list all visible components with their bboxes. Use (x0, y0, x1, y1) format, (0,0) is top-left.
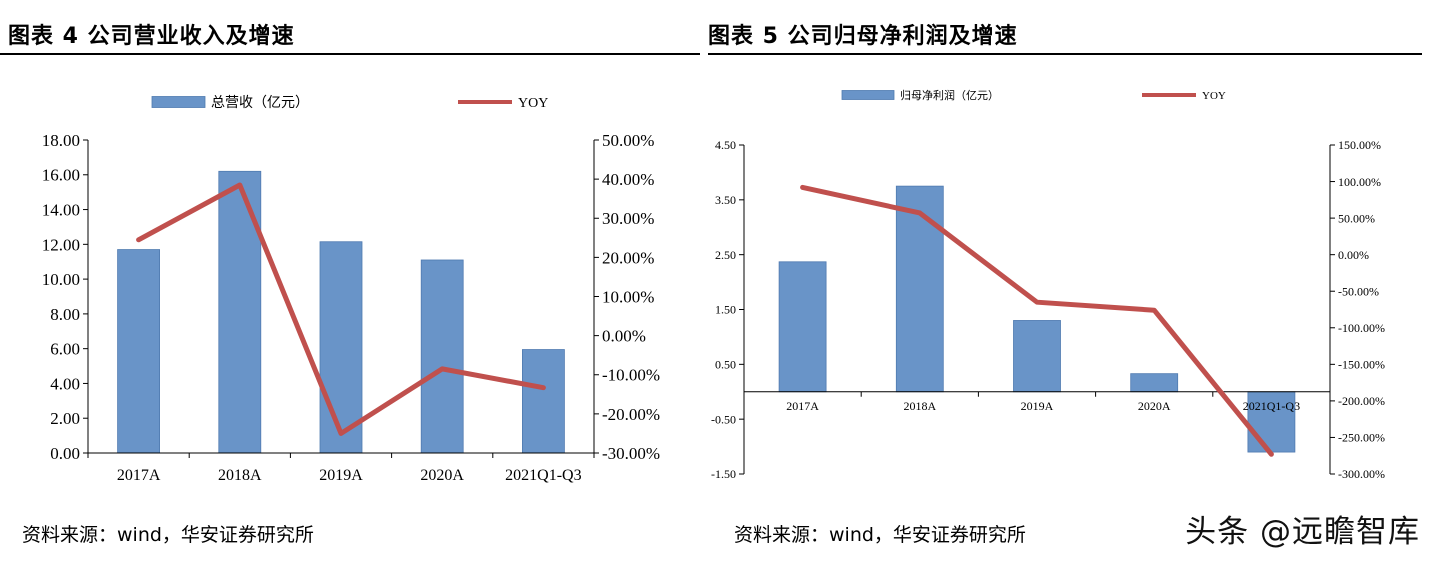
y-right-tick-label: -50.00% (1338, 284, 1379, 298)
x-tick-label: 2020A (420, 467, 464, 484)
y-right-tick-label: -150.00% (1338, 358, 1385, 372)
yoy-point (339, 431, 343, 435)
y-right-tick-label: 40.00% (602, 170, 654, 189)
y-right-tick-label: 100.00% (1338, 175, 1381, 189)
revenue-chart: 总营收（亿元） YOY 0.00 2.00 4.00 6.00 8.00 10.00 12.00… (42, 95, 660, 484)
y-left-tick-label: 0.00 (50, 444, 80, 463)
y-right-tick-label: -100.00% (1338, 321, 1385, 335)
chart-panel-net-profit: 图表 5 公司归母净利润及增速 归母净利润（亿元） YOY -1.50 -0.50 0.… (708, 0, 1436, 565)
y-left-tick-label: -0.50 (711, 412, 736, 426)
y-left-tick-label: 1.50 (715, 303, 736, 317)
x-tick-label: 2017A (117, 467, 161, 484)
yoy-point (541, 386, 545, 390)
y-left-tick-label: 2.50 (715, 248, 736, 262)
legend-label-line: YOY (1202, 90, 1226, 102)
y-right-tick-label: 50.00% (1338, 211, 1375, 225)
title-underline (0, 53, 700, 55)
y-left-tick-label: -1.50 (711, 467, 736, 481)
bar (117, 249, 160, 454)
y-left-tick-label: 0.50 (715, 358, 736, 372)
net-profit-chart: 归母净利润（亿元） YOY -1.50 -0.50 0.50 1.50 2.50 3.50 4.… (711, 88, 1385, 481)
y-left-tick-label: 10.00 (42, 270, 80, 289)
y-left-tick-label: 16.00 (42, 166, 80, 185)
yoy-point (1269, 452, 1273, 456)
bar (218, 170, 262, 454)
y-left-tick-label: 2.00 (50, 409, 80, 428)
x-tick-label: 2019A (319, 467, 363, 484)
watermark: 头条 @远瞻智库 (1185, 514, 1420, 550)
y-right-tick-label: 20.00% (602, 248, 654, 267)
legend-label-line: YOY (518, 96, 548, 111)
y-right-tick-label: -300.00% (1338, 467, 1385, 481)
source-note: 资料来源：wind，华安证券研究所 (734, 524, 1026, 546)
y-left-tick-label: 18.00 (42, 131, 80, 150)
x-tick-label: 2018A (903, 399, 936, 413)
y-left-tick-label: 3.50 (715, 193, 736, 207)
y-left-tick-label: 12.00 (42, 235, 80, 254)
y-right-tick-label: -250.00% (1338, 431, 1385, 445)
y-right-tick-label: 0.00% (602, 327, 646, 346)
y-left-tick-label: 4.50 (715, 138, 736, 152)
y-left-tick-label: 4.00 (50, 374, 80, 393)
y-left-tick-label: 6.00 (50, 340, 80, 359)
bar (319, 241, 363, 454)
y-right-tick-label: 0.00% (1338, 248, 1369, 262)
chart-panel-revenue: 图表 4 公司营业收入及增速 总营收（亿元） YOY 0.00 2.00 4.00 6.0… (0, 0, 715, 565)
y-left-tick-label: 14.00 (42, 201, 80, 220)
bar (1130, 373, 1179, 393)
chart-title: 图表 5 公司归母净利润及增速 (708, 24, 1018, 49)
bar (522, 349, 565, 454)
legend-label-bar: 总营收（亿元） (211, 95, 309, 111)
x-tick-label: 2018A (218, 467, 262, 484)
yoy-point (1152, 308, 1156, 312)
x-tick-label: 2021Q1-Q3 (1243, 399, 1300, 413)
x-tick-label: 2021Q1-Q3 (505, 467, 581, 484)
yoy-point (801, 185, 805, 189)
chart-title: 图表 4 公司营业收入及增速 (8, 24, 295, 49)
bar (778, 261, 827, 393)
yoy-point (1035, 300, 1039, 304)
y-right-tick-label: -20.00% (602, 405, 660, 424)
bar (895, 185, 944, 393)
x-tick-label: 2019A (1021, 399, 1054, 413)
legend-swatch-bar (841, 90, 895, 100)
x-tick-label: 2017A (786, 399, 819, 413)
legend-label-bar: 归母净利润（亿元） (900, 88, 999, 102)
source-note: 资料来源：wind，华安证券研究所 (22, 524, 314, 546)
y-right-tick-label: -200.00% (1338, 394, 1385, 408)
bar (1013, 320, 1061, 393)
yoy-point (440, 367, 444, 371)
legend-swatch-bar (151, 96, 206, 108)
title-underline (708, 53, 1422, 55)
yoy-point (238, 183, 242, 187)
y-right-tick-label: 150.00% (1338, 138, 1381, 152)
y-right-tick-label: -10.00% (602, 366, 660, 385)
x-tick-label: 2020A (1138, 399, 1171, 413)
y-right-tick-label: 10.00% (602, 287, 654, 306)
y-right-tick-label: 30.00% (602, 209, 654, 228)
yoy-point (137, 238, 141, 242)
y-right-tick-label: 50.00% (602, 131, 654, 150)
bar (420, 259, 464, 454)
y-left-tick-label: 8.00 (50, 305, 80, 324)
yoy-point (918, 211, 922, 215)
y-right-tick-label: -30.00% (602, 444, 660, 463)
